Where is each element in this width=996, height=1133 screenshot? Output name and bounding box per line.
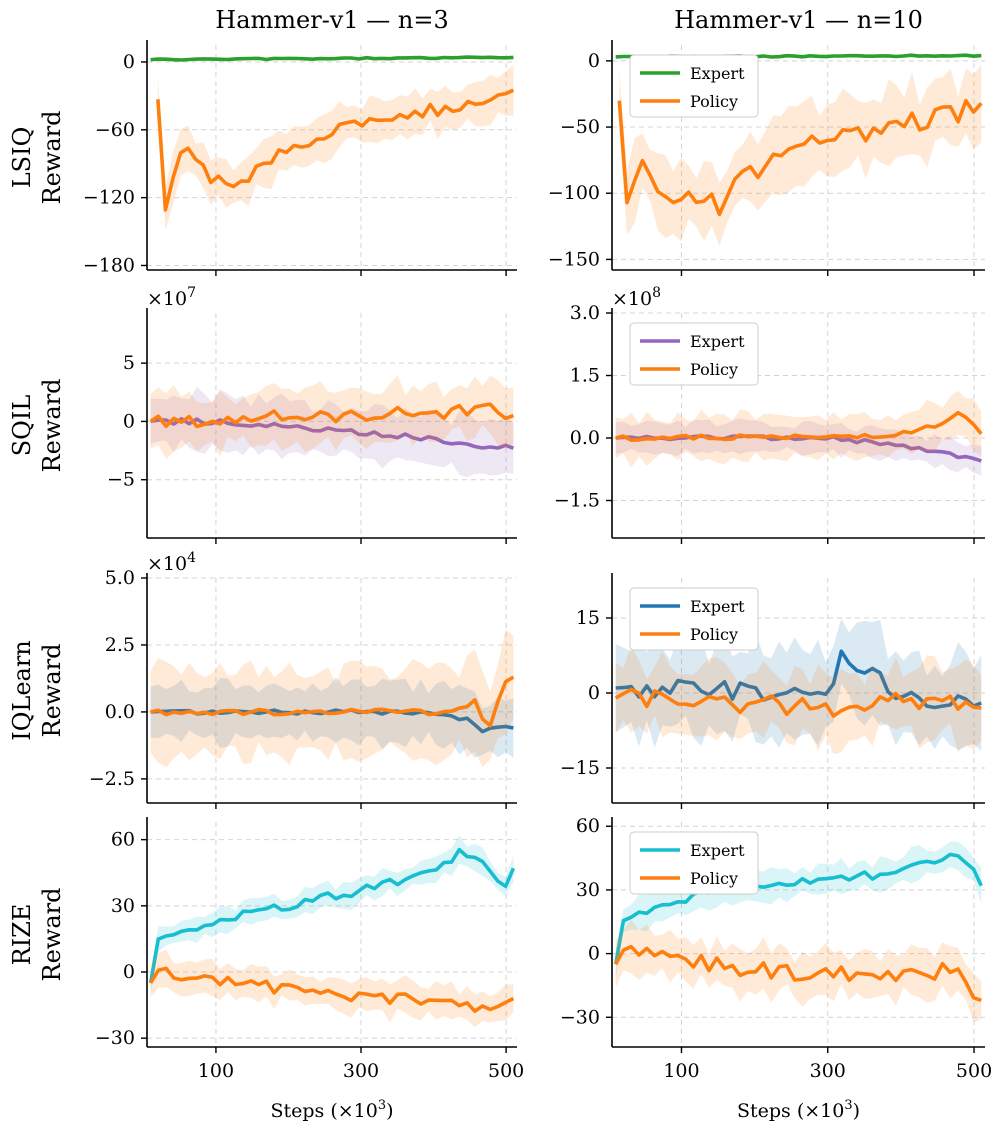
axis-multiplier: ×104 (147, 550, 196, 575)
band-policy (150, 949, 514, 1028)
y-tick-label: −50 (560, 116, 600, 138)
axis-multiplier: ×108 (612, 285, 661, 310)
y-tick-label: −1.5 (554, 490, 600, 512)
line-policy (149, 966, 515, 1013)
line-expert (615, 649, 982, 710)
subplot-2: 0 −50 −100 −150 Hammer-v1 — n=10 Expert Policy (548, 6, 985, 276)
y-tick-label: 0.0 (105, 701, 135, 723)
y-tick-label: −100 (548, 182, 600, 204)
y-tick-label: −180 (83, 254, 135, 276)
x-axis-label: Steps (×103) (737, 1098, 860, 1122)
subplot-3: 5 0 −5 SQIL Reward ×107 (8, 285, 517, 544)
y-tick-label: −120 (83, 187, 135, 209)
y-tick-label: 60 (576, 815, 600, 837)
y-tick-label: 60 (111, 829, 135, 851)
y-tick-label: −150 (548, 248, 600, 270)
legend-label-expert: Expert (690, 841, 745, 860)
y-tick-label: −60 (95, 119, 135, 141)
legend: Expert Policy (629, 587, 759, 651)
y-axis-label-reward: Reward (38, 644, 66, 738)
y-tick-label: 0 (123, 961, 135, 983)
x-tick-label: 500 (488, 1060, 524, 1082)
legend-label-expert: Expert (690, 597, 745, 616)
band-expert (615, 418, 982, 476)
y-tick-label: −2.5 (89, 768, 135, 790)
band-expert (150, 835, 514, 995)
subplot-4: 3.0 1.5 0.0 −1.5 ×108 Expert Policy (554, 285, 985, 544)
y-axis-label-reward: Reward (38, 888, 66, 982)
y-tick-label: 0.0 (570, 427, 600, 449)
line-policy (156, 88, 515, 212)
y-tick-label: 1.5 (570, 365, 600, 387)
line-policy (617, 98, 983, 217)
legend-label-expert: Expert (690, 332, 745, 351)
y-tick-label: 30 (576, 879, 600, 901)
band-expert (150, 386, 514, 478)
line-policy (615, 410, 983, 442)
band-policy (619, 64, 982, 247)
legend: Expert Policy (629, 322, 759, 386)
x-tick-label: 100 (663, 1060, 699, 1082)
subplot-6: 15 0 −15 Expert Policy (560, 573, 985, 809)
line-expert (150, 708, 514, 734)
subplot-5: 5.0 2.5 0.0 −2.5 IQLearn Reward ×104 (8, 550, 517, 809)
y-tick-label: −5 (107, 469, 135, 491)
y-tick-label: 15 (576, 607, 600, 629)
y-tick-label: 0 (588, 682, 600, 704)
y-tick-label: 0 (123, 51, 135, 73)
x-tick-label: 500 (956, 1060, 992, 1082)
line-policy (614, 944, 982, 1003)
y-tick-label: 5.0 (105, 567, 135, 589)
line-policy (149, 402, 515, 429)
line-policy (150, 675, 515, 728)
y-axis-label: RIZE (8, 904, 36, 966)
y-tick-label: 0 (588, 50, 600, 72)
line-expert (613, 852, 983, 965)
x-axis-label: Steps (×103) (270, 1098, 393, 1122)
y-tick-label: −15 (560, 757, 600, 779)
legend: Expert Policy (629, 54, 759, 118)
line-expert (150, 55, 514, 62)
x-tick-label: 100 (198, 1060, 234, 1082)
subplot-title: Hammer-v1 — n=10 (674, 6, 923, 34)
legend-label-policy: Policy (690, 625, 738, 644)
y-axis-label: LSIQ (8, 127, 36, 189)
band-policy (150, 629, 514, 768)
legend-label-policy: Policy (690, 869, 738, 888)
y-tick-label: 0 (588, 943, 600, 965)
y-axis-label: IQLearn (8, 640, 36, 741)
y-tick-label: 5 (123, 352, 135, 374)
legend-label-policy: Policy (690, 92, 738, 111)
band-policy (615, 919, 982, 1023)
band-policy (157, 64, 514, 231)
band-expert (615, 618, 982, 752)
legend-label-policy: Policy (690, 360, 738, 379)
subplot-1: 0 −60 −120 −180 Hammer-v1 — n=3 LSIQ Reward (8, 6, 517, 276)
y-tick-label: −30 (560, 1006, 600, 1028)
y-tick-label: −30 (95, 1027, 135, 1049)
axis-multiplier: ×107 (147, 285, 196, 310)
line-policy (614, 687, 982, 718)
legend-label-expert: Expert (690, 64, 745, 83)
y-tick-label: 2.5 (105, 634, 135, 656)
y-tick-label: 0 (123, 410, 135, 432)
band-policy (615, 390, 982, 468)
y-tick-label: 30 (111, 895, 135, 917)
line-expert (148, 847, 516, 984)
y-tick-label: 3.0 (570, 302, 600, 324)
y-axis-label-reward: Reward (38, 379, 66, 473)
subplot-title: Hammer-v1 — n=3 (215, 6, 448, 34)
x-tick-label: 300 (810, 1060, 846, 1082)
x-tick-label: 300 (343, 1060, 379, 1082)
legend: Expert Policy (629, 831, 759, 895)
y-axis-label: SQIL (8, 395, 36, 457)
y-axis-label-reward: Reward (38, 111, 66, 205)
band-expert (150, 677, 514, 758)
